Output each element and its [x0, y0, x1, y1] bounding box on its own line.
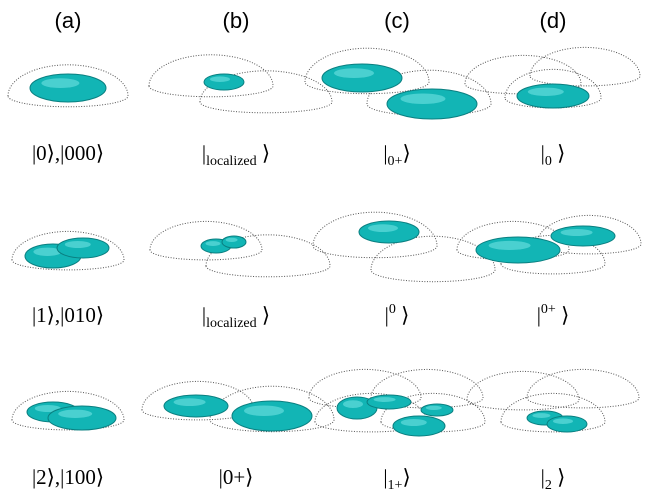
blob: [367, 395, 411, 409]
ket-subscript: 2: [545, 478, 552, 493]
blob-highlight: [210, 76, 230, 82]
blob: [57, 238, 109, 258]
ket-label: |0+⟩: [219, 465, 254, 489]
ket-close: ⟩: [552, 465, 565, 489]
ket-close: ⟩: [552, 141, 565, 165]
panel-image: [457, 215, 641, 274]
ket-label: |0 ⟩: [541, 141, 566, 169]
blob: [30, 74, 106, 102]
ket-label: |localized ⟩: [202, 141, 270, 169]
column-header: (a): [55, 8, 82, 33]
blob: [359, 221, 419, 243]
ket-label: |2 ⟩: [541, 465, 566, 493]
panel-image: [467, 369, 639, 432]
ket-close: ⟩: [257, 303, 270, 327]
blob-highlight: [58, 410, 92, 418]
blob-highlight: [528, 88, 564, 96]
ket-subscript: localized: [206, 316, 257, 331]
ket-label: |1⟩,|010⟩: [32, 303, 104, 327]
blob-highlight: [244, 406, 284, 417]
column-header: (c): [384, 8, 410, 33]
ket-subscript: 0: [545, 154, 552, 169]
panel-image: [465, 47, 640, 108]
blob-highlight: [374, 397, 396, 402]
ket-label: |1+⟩: [383, 465, 410, 493]
blob: [393, 416, 445, 436]
panel-image: [12, 231, 124, 270]
panel-image: [313, 212, 495, 281]
ket-text: |0+⟩: [219, 465, 254, 489]
blob-highlight: [489, 241, 531, 250]
ket-label: |0+ ⟩: [537, 302, 570, 327]
blob-highlight: [206, 241, 221, 246]
blob: [204, 74, 244, 90]
panel-image: [12, 391, 124, 430]
blob-highlight: [426, 406, 442, 410]
column-header: (b): [223, 8, 250, 33]
ket-subscript: 1+: [388, 478, 403, 493]
panel-image: [142, 381, 334, 431]
blob: [476, 237, 560, 263]
ket-superscript: 0: [389, 302, 396, 317]
blob-highlight: [532, 413, 550, 418]
blob-highlight: [401, 94, 446, 105]
ket-close: ⟩: [402, 465, 410, 489]
blob: [322, 64, 402, 92]
blob-highlight: [174, 398, 206, 406]
blob-highlight: [401, 419, 427, 426]
dome: [467, 371, 579, 410]
blob: [547, 416, 587, 432]
ket-close: ⟩: [396, 303, 409, 327]
panel-image: [309, 369, 485, 436]
ket-label: |2⟩,|100⟩: [32, 465, 104, 489]
ket-subscript: localized: [206, 154, 257, 169]
ket-close: ⟩: [402, 141, 410, 165]
blob-highlight: [368, 224, 398, 232]
ket-close: ⟩: [257, 141, 270, 165]
dome: [527, 369, 639, 408]
blob-highlight: [561, 229, 593, 236]
blob-highlight: [226, 238, 238, 242]
panel-image: [149, 55, 332, 113]
dome: [530, 47, 640, 86]
blob: [48, 406, 116, 430]
ket-label: |localized ⟩: [202, 303, 270, 331]
ket-text: |2⟩,|100⟩: [32, 465, 104, 489]
blob-highlight: [553, 418, 573, 424]
ket-label: |0⟩,|000⟩: [32, 141, 104, 165]
blob: [222, 236, 246, 248]
panel-image: [150, 221, 330, 276]
ket-superscript: 0+: [541, 302, 556, 317]
blob: [164, 395, 228, 417]
column-header: (d): [540, 8, 567, 33]
blob: [387, 89, 477, 119]
ket-text: |1⟩,|010⟩: [32, 303, 104, 327]
ket-subscript: 0+: [388, 154, 403, 169]
panel-image: [8, 65, 128, 107]
blob: [421, 404, 453, 416]
blob-highlight: [65, 241, 91, 248]
ket-label: |0 ⟩: [385, 302, 410, 327]
panel-image: [305, 48, 491, 119]
ket-label: |0+⟩: [383, 141, 410, 169]
blob-highlight: [334, 68, 374, 78]
blob: [232, 401, 312, 431]
blob-highlight: [41, 78, 79, 88]
ket-close: ⟩: [556, 303, 569, 327]
ket-text: |0⟩,|000⟩: [32, 141, 104, 165]
blob: [551, 226, 615, 246]
blob-highlight: [343, 400, 363, 408]
figure: (a) (b) (c) (d) |0⟩,|000⟩ |localized ⟩ |0+⟩ |0 …: [0, 0, 645, 498]
blob: [517, 84, 589, 108]
